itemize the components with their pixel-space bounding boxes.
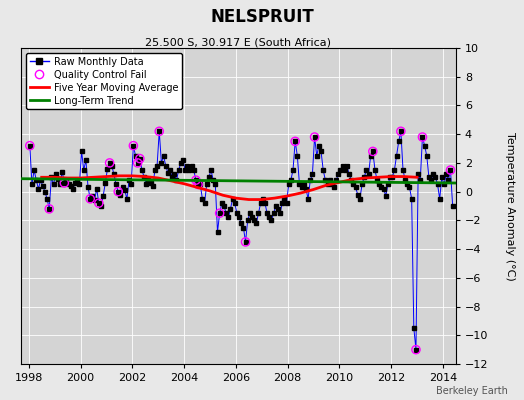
Point (114, 188, 123, 195)
Point (86, 196, 94, 202)
Point (45, 206, 53, 212)
Point (369, 148, 377, 155)
Point (60, 180, 69, 186)
Point (310, 134, 319, 140)
Point (291, 138, 299, 144)
Point (155, 128, 163, 134)
Point (105, 160, 114, 166)
Point (136, 156, 144, 162)
Point (129, 142, 138, 149)
Point (215, 210, 224, 216)
Point (26, 142, 34, 149)
Point (412, 346, 420, 353)
Y-axis label: Temperature Anomaly (°C): Temperature Anomaly (°C) (505, 132, 515, 280)
Title: 25.500 S, 30.917 E (South Africa): 25.500 S, 30.917 E (South Africa) (146, 37, 331, 47)
Point (418, 134, 427, 140)
Legend: Raw Monthly Data, Quality Control Fail, Five Year Moving Average, Long-Term Tren: Raw Monthly Data, Quality Control Fail, … (26, 53, 182, 109)
Point (446, 167, 455, 173)
Text: NELSPRUIT: NELSPRUIT (210, 8, 314, 26)
Point (242, 239, 250, 245)
Point (95, 200, 103, 206)
Point (134, 160, 142, 166)
Point (194, 181, 202, 188)
Text: Berkeley Earth: Berkeley Earth (436, 386, 508, 396)
Point (397, 128, 405, 134)
Point (192, 177, 200, 183)
